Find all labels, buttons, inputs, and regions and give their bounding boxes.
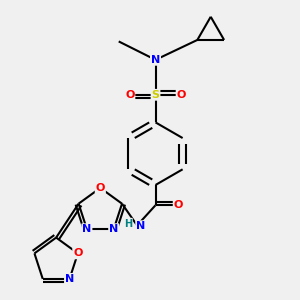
Text: O: O <box>174 200 183 210</box>
Text: S: S <box>152 90 160 100</box>
Text: N: N <box>82 224 92 234</box>
Text: N: N <box>151 55 160 65</box>
Text: O: O <box>125 90 134 100</box>
Text: N: N <box>65 274 74 284</box>
Text: O: O <box>96 183 105 193</box>
Text: O: O <box>177 90 186 100</box>
Text: N: N <box>136 221 146 231</box>
Text: H: H <box>124 219 132 229</box>
Text: O: O <box>73 248 83 258</box>
Text: N: N <box>109 224 119 234</box>
